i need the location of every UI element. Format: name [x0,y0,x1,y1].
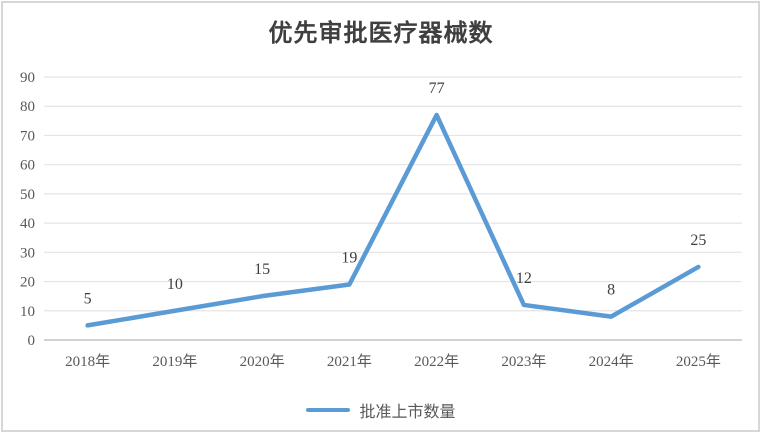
data-label: 5 [84,290,92,307]
y-axis-tick-label: 80 [20,99,35,115]
y-axis-tick-label: 70 [20,128,35,144]
x-axis-tick-label: 2024年 [589,353,634,370]
data-label: 15 [254,261,270,278]
chart-legend: 批准上市数量 [0,398,762,422]
legend-line-swatch [306,408,351,412]
x-axis-tick-label: 2019年 [152,353,197,370]
data-label: 25 [690,232,706,249]
data-label: 19 [341,249,357,266]
x-axis-tick-label: 2023年 [501,353,546,370]
legend-series-label: 批准上市数量 [359,404,456,421]
series-line [85,112,701,328]
x-axis-tick-label: 2018年 [65,353,110,370]
y-axis-tick-label: 0 [28,333,36,349]
y-axis-tick-label: 50 [20,187,35,203]
y-axis-tick-label: 40 [20,216,35,232]
data-label: 8 [607,282,615,299]
y-axis-tick-label: 60 [20,158,35,174]
x-axis-tick-label: 2022年 [414,353,459,370]
x-axis-tick-label: 2021年 [327,353,372,370]
x-axis-tick-label: 2020年 [240,353,285,370]
y-axis-tick-label: 30 [20,245,35,261]
chart-title: 优先审批医疗器械数 [268,21,494,47]
data-label: 12 [516,270,532,287]
x-axis-tick-label: 2025年 [676,353,721,370]
y-axis-tick-label: 90 [20,70,35,86]
data-label: 77 [429,80,445,97]
y-axis-tick-label: 20 [20,275,35,291]
y-axis-tick-label: 10 [20,304,35,320]
data-label: 10 [167,276,183,293]
